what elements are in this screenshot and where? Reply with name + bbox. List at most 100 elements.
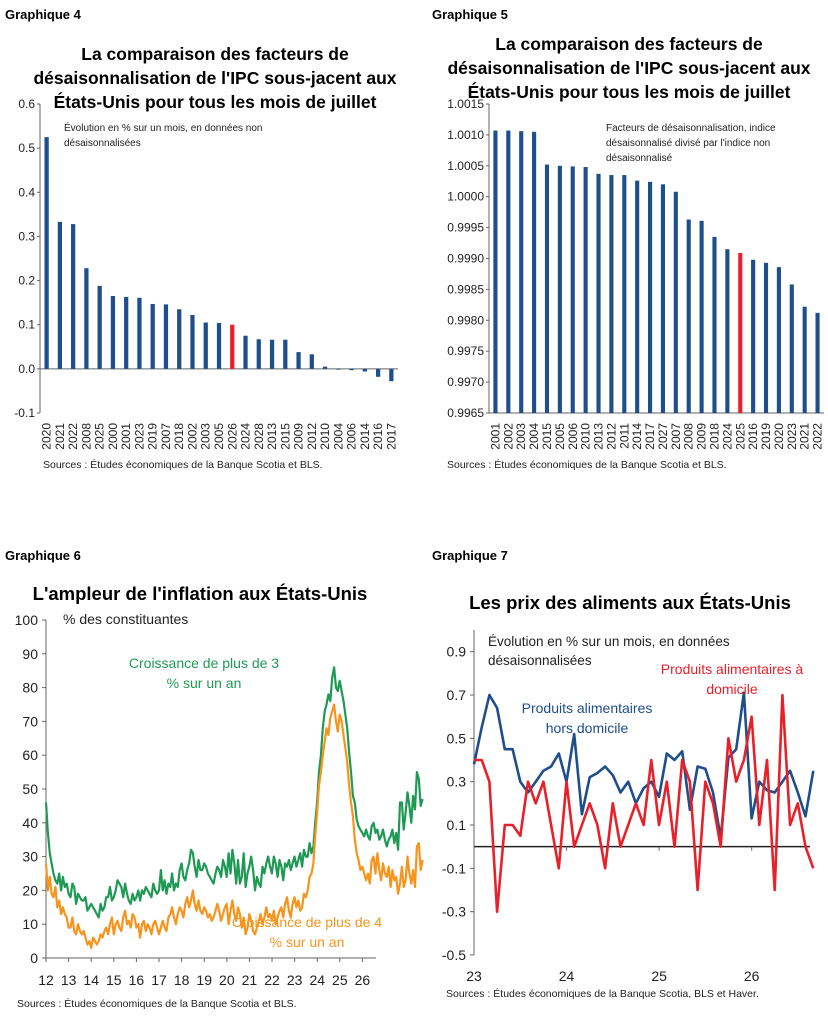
- x-tick-label: 2010: [579, 423, 593, 450]
- bar-2025: [97, 285, 102, 369]
- y-tick-label: 1.0005: [447, 159, 484, 173]
- x-tick-label: 2001: [488, 423, 502, 450]
- bar-2013: [269, 339, 275, 369]
- bar-2003: [519, 131, 524, 413]
- chart6-note: % des constituantes: [63, 611, 189, 627]
- x-tick-label: 2018: [172, 423, 186, 450]
- x-tick-label: 2014: [630, 423, 644, 450]
- bar-2021: [802, 306, 807, 413]
- chart7-legend-red: Produits alimentaires à domicile: [660, 661, 804, 697]
- y-tick-label: 0.0: [18, 362, 35, 376]
- y-tick-label: 0.7: [447, 687, 467, 703]
- x-tick-label: 2008: [682, 423, 696, 450]
- bar-2011: [622, 175, 627, 413]
- series-line-red: [474, 693, 815, 914]
- y-tick-label: 70: [22, 713, 38, 729]
- bar-2008: [686, 219, 691, 413]
- chart5-source: Sources : Études économiques de la Banqu…: [447, 459, 727, 471]
- x-tick-label: 2028: [252, 423, 266, 450]
- x-tick-label: 2006: [345, 423, 359, 450]
- bar-2027: [660, 184, 666, 413]
- y-tick-label: 0.9975: [447, 344, 484, 358]
- x-tick-label: 2003: [514, 423, 528, 450]
- y-tick-label: 80: [22, 680, 38, 696]
- y-tick-label: 0.9970: [447, 375, 484, 389]
- bar-2018: [177, 309, 182, 369]
- bar-2024: [725, 249, 730, 413]
- bar-2005: [557, 165, 562, 413]
- bar-2001: [493, 130, 498, 413]
- x-tick-label: 2007: [669, 423, 683, 450]
- bar-2017: [389, 368, 394, 382]
- y-tick-label: 40: [22, 815, 38, 831]
- x-tick-label: 2019: [146, 423, 160, 450]
- x-tick-label: 19: [196, 972, 212, 988]
- y-tick-label: 0.9965: [447, 406, 484, 420]
- chart7-source: Sources : Études économiques de la Banqu…: [446, 988, 759, 1000]
- x-tick-label: 2025: [733, 423, 747, 450]
- y-tick-label: 0.9: [447, 644, 467, 660]
- bar-2025: [738, 252, 743, 413]
- bar-2001: [124, 296, 129, 369]
- bar-2018: [712, 236, 717, 413]
- bar-2023: [789, 284, 794, 413]
- bar-2004: [532, 131, 537, 413]
- x-tick-label: 21: [242, 972, 258, 988]
- x-tick-label: 2006: [566, 423, 580, 450]
- x-tick-label: 22: [264, 972, 280, 988]
- bar-2014: [635, 180, 640, 413]
- bar-2008: [84, 268, 89, 369]
- bar-2020: [44, 137, 49, 369]
- x-tick-label: 2025: [93, 423, 107, 450]
- x-tick-label: 2002: [185, 423, 199, 450]
- y-tick-label: 1.0015: [447, 97, 484, 111]
- x-tick-label: 13: [61, 972, 77, 988]
- bar-2016: [375, 368, 381, 377]
- bar-2010: [583, 167, 588, 413]
- series-line-orange: [44, 703, 424, 950]
- chart6-source: Sources : Études économiques de la Banqu…: [17, 998, 297, 1010]
- y-tick-label: 60: [22, 747, 38, 763]
- y-tick-label: -0.3: [442, 904, 466, 920]
- x-tick-label: 2004: [527, 423, 541, 450]
- y-tick-label: 0.1: [18, 318, 35, 332]
- x-tick-label: 26: [744, 968, 760, 984]
- y-tick-label: 1.0010: [447, 128, 484, 142]
- chart6-label: Graphique 6: [5, 548, 81, 563]
- x-tick-label: 2002: [501, 423, 515, 450]
- y-tick-label: 100: [15, 612, 39, 628]
- bar-2015: [544, 164, 550, 413]
- x-tick-label: 2015: [278, 423, 292, 450]
- x-tick-label: 18: [174, 972, 190, 988]
- x-tick-label: 20: [219, 972, 235, 988]
- bar-2015: [283, 339, 288, 369]
- x-tick-label: 2027: [656, 423, 670, 450]
- bar-2006: [570, 166, 575, 413]
- x-tick-label: 15: [106, 972, 122, 988]
- y-tick-label: 1.0000: [447, 190, 484, 204]
- x-tick-label: 2013: [265, 423, 279, 450]
- x-tick-label: 26: [355, 972, 371, 988]
- chart7-label: Graphique 7: [432, 548, 508, 563]
- y-tick-label: 0.9995: [447, 221, 484, 235]
- bar-2022: [815, 312, 820, 413]
- x-tick-label: 2019: [759, 423, 773, 450]
- bar-2019: [150, 303, 155, 369]
- x-tick-label: 2012: [305, 423, 319, 450]
- bar-2026: [230, 324, 235, 369]
- bar-2021: [57, 221, 63, 369]
- y-tick-label: 0: [30, 950, 38, 966]
- x-tick-label: 2020: [40, 423, 54, 450]
- x-tick-label: 24: [559, 968, 575, 984]
- x-tick-label: 2017: [384, 423, 398, 450]
- y-tick-label: 30: [22, 849, 38, 865]
- y-tick-label: 0.1: [447, 817, 467, 833]
- bar-2014: [362, 368, 367, 372]
- y-tick-label: 0.9985: [447, 282, 484, 296]
- x-tick-label: 17: [151, 972, 167, 988]
- chart5-label: Graphique 5: [432, 7, 508, 22]
